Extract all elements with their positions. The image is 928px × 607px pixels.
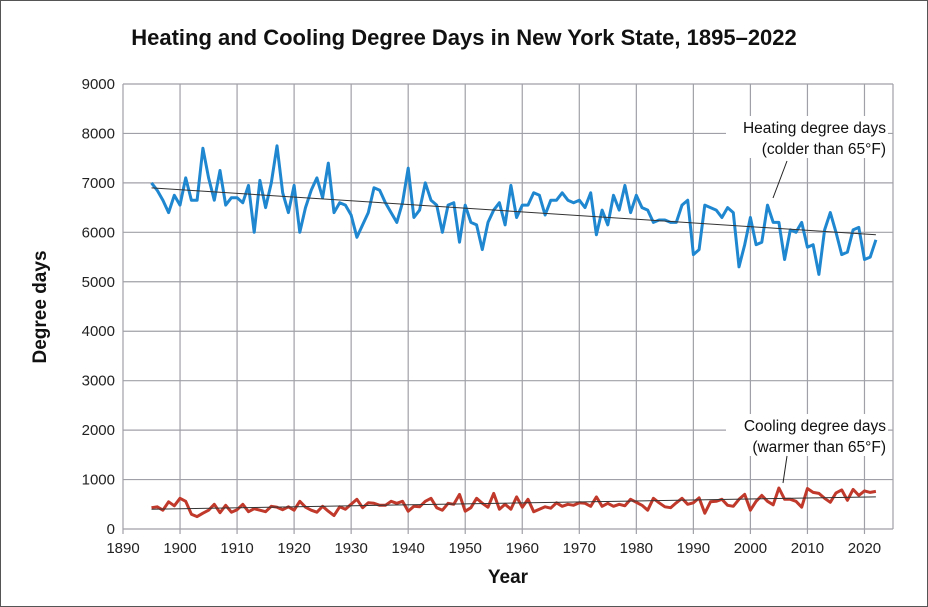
cooling-pointer <box>782 455 788 484</box>
tick-labels: 0 1000 2000 3000 4000 5000 6000 7000 8000 9000 189… <box>82 76 882 557</box>
cooling-label-line2: (warmer than 65°F) <box>752 439 886 456</box>
y-tick-label: 2000 <box>82 422 115 439</box>
heating-label-bg <box>726 116 888 158</box>
x-tick-label: 1900 <box>163 540 196 557</box>
y-tick-label: 8000 <box>82 125 115 142</box>
x-tick-label: 2020 <box>848 540 881 557</box>
x-axis-label: Year <box>488 567 529 588</box>
x-tick-label: 1960 <box>506 540 539 557</box>
cooling-label-bg <box>726 414 888 456</box>
x-tick-label: 1940 <box>391 540 424 557</box>
y-tick-label: 0 <box>107 521 115 538</box>
heating-pointer <box>772 160 788 199</box>
x-tick-label: 1910 <box>220 540 253 557</box>
y-tick-label: 3000 <box>82 373 115 390</box>
cooling-label-line1: Cooling degree days <box>744 418 886 435</box>
x-tick-label: 1970 <box>563 540 596 557</box>
x-tick-label: 2000 <box>734 540 767 557</box>
y-tick-label: 5000 <box>82 274 115 291</box>
cooling-trend-line <box>151 496 876 510</box>
cooling-series-line <box>151 486 877 519</box>
x-tick-label: 1930 <box>334 540 367 557</box>
x-tick-label: 1890 <box>106 540 139 557</box>
heating-trend-line <box>151 187 876 236</box>
y-tick-label: 4000 <box>82 323 115 340</box>
cooling-annotation: Cooling degree days (warmer than 65°F) <box>726 414 888 484</box>
x-tick-label: 2010 <box>791 540 824 557</box>
heating-series-line <box>150 144 878 276</box>
y-axis-label: Degree days <box>30 250 51 363</box>
y-tick-label: 7000 <box>82 175 115 192</box>
y-tick-label: 9000 <box>82 76 115 93</box>
y-tick-label: 1000 <box>82 472 115 489</box>
heating-label-line1: Heating degree days <box>743 120 886 137</box>
x-tick-label: 1920 <box>277 540 310 557</box>
chart-title: Heating and Cooling Degree Days in New Y… <box>131 25 797 50</box>
heating-label-line2: (colder than 65°F) <box>762 141 886 158</box>
series-lines <box>150 144 878 519</box>
x-tick-label: 1980 <box>620 540 653 557</box>
y-tick-label: 6000 <box>82 224 115 241</box>
x-tick-label: 1950 <box>449 540 482 557</box>
heating-annotation: Heating degree days (colder than 65°F) <box>726 116 888 199</box>
x-tick-label: 1990 <box>677 540 710 557</box>
